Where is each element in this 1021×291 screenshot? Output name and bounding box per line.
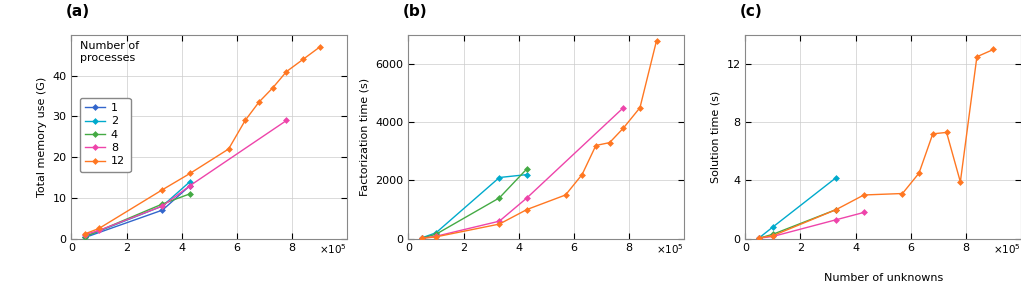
12 xyxy=(156,188,168,191)
2 xyxy=(493,176,505,179)
12 xyxy=(634,106,646,109)
12 xyxy=(830,208,842,211)
4 xyxy=(430,233,442,236)
8 xyxy=(156,204,168,208)
Line: 8: 8 xyxy=(420,105,626,241)
12 xyxy=(940,131,953,134)
Line: 4: 4 xyxy=(757,207,838,241)
12 xyxy=(590,144,602,147)
12 xyxy=(927,132,939,136)
Y-axis label: Solution time (s): Solution time (s) xyxy=(711,91,721,183)
8 xyxy=(93,229,105,232)
12 xyxy=(896,192,909,195)
Line: 12: 12 xyxy=(420,38,659,241)
4 xyxy=(493,196,505,200)
8 xyxy=(521,196,533,200)
12 xyxy=(603,141,616,144)
4 xyxy=(830,208,842,211)
12 xyxy=(253,100,265,104)
Line: 4: 4 xyxy=(420,166,529,240)
2 xyxy=(521,173,533,176)
Line: 4: 4 xyxy=(83,191,192,239)
12 xyxy=(987,48,1000,51)
1 xyxy=(184,184,196,187)
12 xyxy=(971,55,983,58)
Line: 12: 12 xyxy=(83,45,322,236)
2 xyxy=(830,176,842,179)
2 xyxy=(767,225,779,229)
Text: (c): (c) xyxy=(740,3,763,19)
12 xyxy=(955,180,967,184)
12 xyxy=(184,172,196,175)
12 xyxy=(618,126,630,130)
12 xyxy=(417,237,429,240)
8 xyxy=(858,211,870,214)
8 xyxy=(417,236,429,240)
12 xyxy=(313,45,326,49)
12 xyxy=(767,234,779,237)
8 xyxy=(618,106,630,109)
2 xyxy=(156,204,168,208)
4 xyxy=(184,192,196,196)
2 xyxy=(752,236,766,240)
12 xyxy=(223,147,235,151)
12 xyxy=(576,173,588,176)
Line: 8: 8 xyxy=(757,210,866,241)
12 xyxy=(560,193,572,197)
Text: $\times10^5$: $\times10^5$ xyxy=(320,243,347,256)
1 xyxy=(80,236,92,239)
Line: 2: 2 xyxy=(83,179,192,239)
8 xyxy=(752,236,766,240)
4 xyxy=(156,202,168,206)
Legend: 1, 2, 4, 8, 12: 1, 2, 4, 8, 12 xyxy=(80,97,131,172)
Y-axis label: Total memory use (G): Total memory use (G) xyxy=(37,77,47,197)
2 xyxy=(80,235,92,238)
12 xyxy=(266,86,279,90)
8 xyxy=(281,119,293,122)
8 xyxy=(80,233,92,236)
12 xyxy=(239,119,251,122)
4 xyxy=(417,236,429,240)
12 xyxy=(752,236,766,240)
12 xyxy=(80,232,92,235)
8 xyxy=(493,219,505,223)
Line: 12: 12 xyxy=(757,47,995,240)
4 xyxy=(767,233,779,236)
2 xyxy=(417,236,429,239)
1 xyxy=(156,208,168,212)
4 xyxy=(80,235,92,238)
4 xyxy=(521,167,533,171)
12 xyxy=(493,222,505,226)
8 xyxy=(830,218,842,221)
Text: (b): (b) xyxy=(403,3,428,19)
2 xyxy=(184,180,196,183)
Line: 2: 2 xyxy=(757,175,838,240)
Line: 8: 8 xyxy=(83,118,289,237)
12 xyxy=(297,58,309,61)
8 xyxy=(430,235,442,238)
Text: (a): (a) xyxy=(66,3,90,19)
Text: $\times10^5$: $\times10^5$ xyxy=(657,243,684,256)
12 xyxy=(93,227,105,230)
X-axis label: Number of unknowns: Number of unknowns xyxy=(824,273,942,283)
12 xyxy=(430,235,442,239)
Text: Number of
processes: Number of processes xyxy=(80,41,139,63)
12 xyxy=(913,171,925,175)
8 xyxy=(767,235,779,238)
Line: 1: 1 xyxy=(83,183,192,240)
Y-axis label: Factorization time (s): Factorization time (s) xyxy=(359,78,370,196)
Text: $\times10^5$: $\times10^5$ xyxy=(993,243,1021,256)
2 xyxy=(430,231,442,235)
12 xyxy=(858,193,870,197)
Line: 2: 2 xyxy=(420,172,529,240)
12 xyxy=(281,70,293,73)
12 xyxy=(650,39,663,42)
4 xyxy=(752,236,766,240)
12 xyxy=(521,208,533,211)
8 xyxy=(184,184,196,187)
